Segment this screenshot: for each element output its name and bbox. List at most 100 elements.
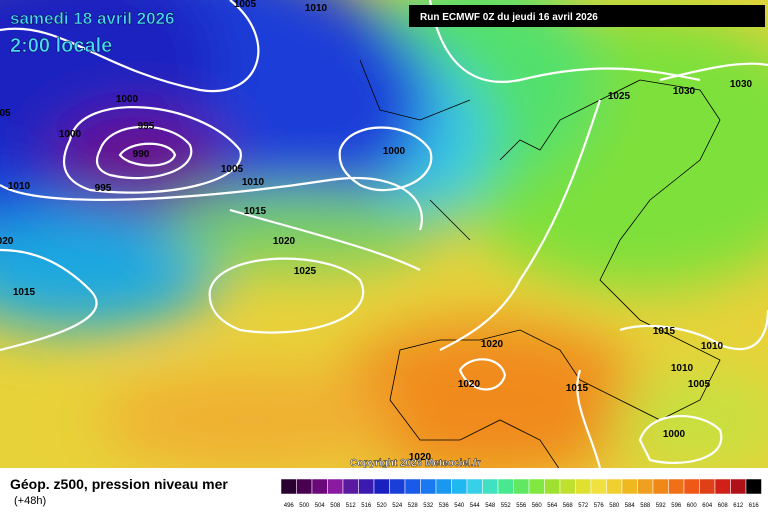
isobar-label: 1015: [566, 383, 589, 394]
run-label: Run ECMWF 0Z du jeudi 16 avril 2026: [420, 12, 598, 23]
isobar-label: 05: [0, 108, 11, 119]
scale-swatch: [327, 478, 344, 495]
scale-swatch: [668, 478, 685, 495]
isobar-label: 020: [0, 236, 14, 247]
scale-swatch: [559, 478, 576, 495]
scale-swatch: [373, 478, 390, 495]
isobar-label: 1030: [730, 79, 753, 90]
isobar-label: 1020: [458, 379, 481, 390]
isobar-labels: 05 1005 1010 1000 995 990 1000 995 1005 1010 1010 1…: [0, 0, 753, 463]
scale-label: 588: [640, 503, 651, 509]
scale-swatch: [513, 478, 530, 495]
scale-label: 552: [501, 503, 512, 509]
scale-label: 504: [315, 503, 326, 509]
scale-swatch: [575, 478, 592, 495]
isobar-label: 1000: [116, 94, 139, 105]
isobar-label: 1005: [221, 164, 244, 175]
scale-label: 568: [563, 503, 574, 509]
isobar-label: 1010: [701, 341, 724, 352]
scale-swatch: [590, 478, 607, 495]
scale-swatch: [730, 478, 747, 495]
scale-swatch: [358, 478, 375, 495]
isobar-label: 1025: [608, 91, 631, 102]
isobar-label: 1015: [244, 206, 267, 217]
scale-label: 512: [346, 503, 357, 509]
scale-swatch: [451, 478, 468, 495]
scale-swatch: [435, 478, 452, 495]
scale-label: 500: [299, 503, 310, 509]
scale-label: 564: [547, 503, 558, 509]
isobar-label: 1000: [383, 146, 406, 157]
scale-swatch: [404, 478, 421, 495]
scale-label: 544: [470, 503, 481, 509]
scale-swatch: [389, 478, 406, 495]
isobar-label: 1030: [673, 86, 696, 97]
scale-swatch: [296, 478, 313, 495]
scale-label: 560: [532, 503, 543, 509]
isobar-label: 995: [138, 121, 155, 132]
scale-label: 556: [516, 503, 527, 509]
scale-label: 524: [392, 503, 403, 509]
scale-label: 604: [702, 503, 713, 509]
scale-label: 532: [423, 503, 434, 509]
scale-swatch: [621, 478, 638, 495]
isobar-label: 1015: [653, 326, 676, 337]
isobar-label: 1000: [59, 129, 82, 140]
scale-swatch: [652, 478, 669, 495]
scale-label: 596: [671, 503, 682, 509]
scale-swatch: [699, 478, 716, 495]
scale-label: 496: [284, 503, 295, 509]
scale-swatch: [745, 478, 762, 495]
scale-swatch: [497, 478, 514, 495]
scale-label: 520: [377, 503, 388, 509]
scale-swatch: [342, 478, 359, 495]
isobar-label: 1010: [8, 181, 31, 192]
scale-swatch: [466, 478, 483, 495]
scale-label: 536: [439, 503, 450, 509]
scale-label: 516: [361, 503, 372, 509]
scale-label: 584: [625, 503, 636, 509]
local-time: 2:00 locale: [10, 35, 112, 57]
scale-swatch: [280, 478, 297, 495]
scale-swatch: [482, 478, 499, 495]
isobar-label: 995: [95, 183, 112, 194]
isobar-label: 990: [133, 149, 150, 160]
scale-swatch: [420, 478, 437, 495]
scale-label: 580: [609, 503, 620, 509]
footer-lead: (+48h): [14, 495, 46, 507]
scale-swatch: [544, 478, 561, 495]
isobar-label: 1010: [242, 177, 265, 188]
scale-swatch: [528, 478, 545, 495]
scale-swatch: [606, 478, 623, 495]
scale-swatch: [637, 478, 654, 495]
scale-label: 592: [656, 503, 667, 509]
footer-title: Géop. z500, pression niveau mer: [10, 476, 228, 492]
scale-label: 600: [687, 503, 698, 509]
isobar-label: 1025: [294, 266, 317, 277]
scale-swatch: [311, 478, 328, 495]
scale-label: 572: [578, 503, 589, 509]
isobar-label: 1000: [663, 429, 686, 440]
color-scale: 496 500 504 508 512 516 520 524 528 532 536 540 544 5…: [280, 478, 762, 509]
scale-swatch: [714, 478, 731, 495]
field: [0, 0, 768, 468]
scale-label: 616: [749, 503, 760, 509]
scale-label: 548: [485, 503, 496, 509]
scale-label: 612: [733, 503, 744, 509]
copyright: Copyright 2026 Meteociel.fr: [350, 458, 481, 469]
scale-label: 540: [454, 503, 465, 509]
isobar-label: 1010: [671, 363, 694, 374]
isobar-label: 1005: [688, 379, 711, 390]
isobar-label: 1010: [305, 3, 328, 14]
isobar-label: 1020: [409, 452, 432, 463]
run-box: [409, 5, 765, 27]
isobar-label: 1020: [481, 339, 504, 350]
isobar-label: 1020: [273, 236, 296, 247]
scale-label: 528: [408, 503, 419, 509]
scale-label: 576: [594, 503, 605, 509]
scale-label: 508: [330, 503, 341, 509]
valid-date: samedi 18 avril 2026: [10, 9, 174, 28]
isobar-label: 1015: [13, 287, 36, 298]
scale-label: 608: [718, 503, 729, 509]
